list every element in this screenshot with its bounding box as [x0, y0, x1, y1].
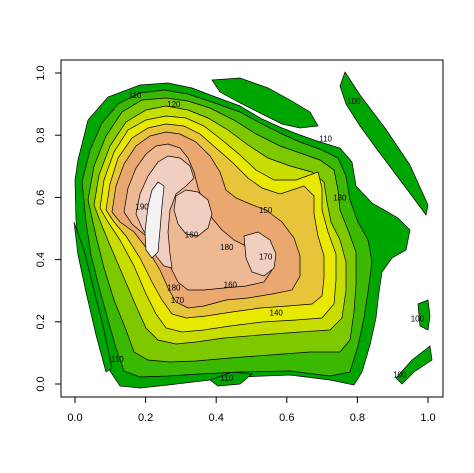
contour-label-7: 160: [185, 231, 199, 240]
y-tick-label-0.4: 0.4: [35, 252, 47, 267]
y-tick-label-1.0: 1.0: [35, 65, 47, 80]
plot-frame: [60, 59, 444, 398]
x-tick-label-0.6: 0.6: [279, 412, 294, 424]
contour-band-100-110-6: [395, 345, 433, 385]
contour-band-100-110-5: [209, 371, 253, 387]
contour-label-9: 170: [259, 252, 273, 261]
contour-label-16: 110: [220, 374, 233, 383]
x-tick-label-0.2: 0.2: [138, 412, 153, 424]
contour-label-1: 120: [167, 100, 181, 109]
x-tick-label-1.0: 1.0: [420, 412, 435, 424]
contour-band-100-110-2: [339, 71, 429, 216]
y-tick-label-0.8: 0.8: [35, 128, 47, 143]
contour-band-190-200-16: [144, 181, 165, 259]
contour-band-180-190-15: [173, 189, 213, 237]
x-tick-label-0.4: 0.4: [209, 412, 224, 424]
contour-label-11: 160: [224, 280, 238, 289]
contour-label-5: 150: [259, 206, 273, 215]
contour-label-15: 110: [111, 355, 124, 364]
contour-band-180-190-17: [243, 231, 277, 277]
contour-label-14: 100: [411, 315, 425, 324]
contour-band-100-110-3: [417, 299, 431, 331]
x-tick-label-0.8: 0.8: [350, 412, 365, 424]
y-tick-label-0.2: 0.2: [35, 314, 47, 329]
contour-band-100-110-1: [211, 77, 319, 129]
contour-label-17: 100: [393, 371, 407, 380]
contour-label-4: 130: [333, 193, 347, 202]
contour-band-100-110-4: [73, 221, 113, 373]
contour-bands: [73, 71, 433, 389]
y-tick-label-0.0: 0.0: [35, 376, 47, 391]
x-tick-label-0.0: 0.0: [67, 412, 82, 424]
contour-label-12: 170: [171, 296, 185, 305]
axis-ticks: 0.0 0.2 0.4 0.6 0.8 1.0 0.0 0.2 0.4 0.6 0.8 1.0: [35, 65, 436, 424]
y-tick-label-0.6: 0.6: [35, 190, 47, 205]
contour-label-13: 140: [270, 308, 284, 317]
contour-label-0: 110: [129, 91, 142, 100]
contour-label-2: 110: [319, 134, 332, 143]
contour-label-10: 180: [167, 284, 181, 293]
contour-label-3: 100: [347, 97, 361, 106]
contour-label-8: 180: [220, 243, 234, 252]
contour-label-6: 190: [135, 203, 149, 212]
contour-labels: 110 120 110 100 130 150 190 160 180 170 180 160 170 1…: [111, 91, 425, 383]
